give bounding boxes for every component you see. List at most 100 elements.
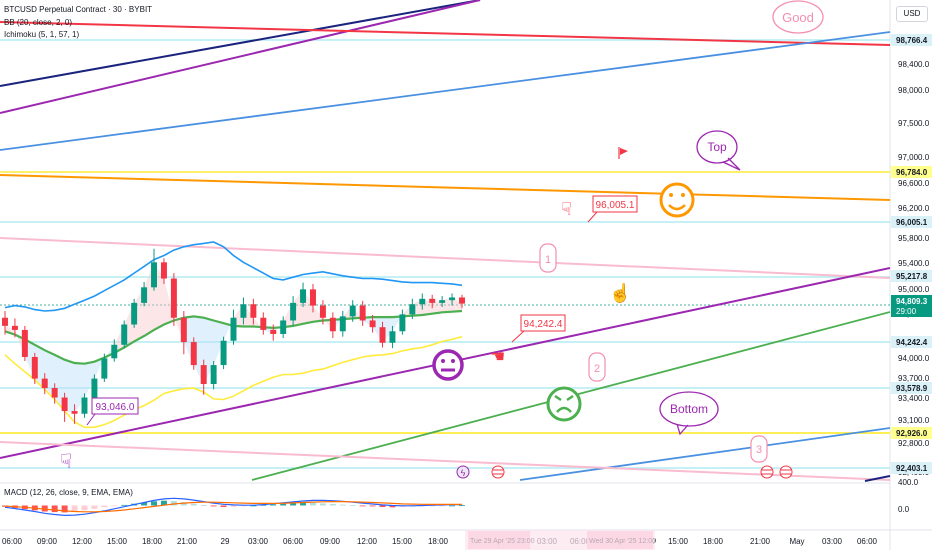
candle-body[interactable] [349,305,356,317]
us-flag-event-icon[interactable] [491,465,505,479]
candle-body[interactable] [429,298,436,303]
candle-body[interactable] [260,317,267,330]
angry-face-icon[interactable] [546,386,582,422]
candle-body[interactable] [31,356,38,379]
candle-body[interactable] [61,397,68,412]
hand-down-purple-icon[interactable]: ☟ [60,451,72,473]
macd-legend[interactable]: MACD (12, 26, close, 9, EMA, EMA) [4,488,133,497]
good-bubble[interactable]: Good [772,0,824,34]
price-badge[interactable] [891,295,932,317]
candle-body[interactable] [339,316,346,332]
candle-body[interactable] [2,317,8,326]
macd-line[interactable] [4,497,462,517]
time-range-highlight[interactable] [465,530,655,550]
flag-icon[interactable] [618,147,628,159]
candle-body[interactable] [449,297,456,301]
candle-body[interactable] [399,314,406,332]
macd-signal-line[interactable] [4,501,462,513]
candle-body[interactable] [220,340,227,366]
wave-label-2[interactable]: 2 [588,352,606,382]
trendline-orange[interactable] [0,174,891,201]
bottom-bubble[interactable]: Bottom [659,391,719,436]
candle-body[interactable] [379,327,386,343]
bb-lower-line[interactable] [4,335,463,429]
price-badge[interactable] [891,462,932,474]
candle-body[interactable] [71,411,78,414]
trendline-red[interactable] [0,21,891,46]
candle-body[interactable] [459,297,465,304]
price-badge[interactable] [891,166,932,178]
price-badge[interactable] [891,216,932,228]
candle-body[interactable] [240,304,247,318]
symbol-legend[interactable]: BTCUSD Perpetual Contract · 30 · BYBIT [4,5,153,14]
candle-body[interactable] [439,300,446,303]
trendline-pink-upper[interactable] [0,237,891,279]
price-badge[interactable] [891,270,932,282]
hand-up-icon[interactable]: ☝ [609,282,631,304]
candle-body[interactable] [300,289,307,303]
hand-down-icon[interactable]: ☟ [561,199,572,219]
price-badge[interactable] [891,34,932,46]
candle-body[interactable] [309,289,316,306]
price-axis[interactable]: 98,400.0 98,000.0 97,500.0 97,000.0 96,600.0… [891,34,932,514]
candle-body[interactable] [141,287,148,303]
candle-body[interactable] [11,325,18,330]
neutral-face-icon[interactable] [432,349,464,381]
us-flag-event-icon[interactable] [779,465,793,479]
lightning-event-icon[interactable]: ϟ [456,465,470,479]
top-bubble[interactable]: Top [696,130,741,171]
trendline-navy[interactable] [0,0,481,87]
currency-label[interactable]: USD [896,6,928,22]
bb-upper-line[interactable] [4,241,463,312]
candle-body[interactable] [180,317,187,343]
ichimoku-legend[interactable]: Ichimoku (5, 1, 57, 1) [4,30,80,39]
hand-point-icon[interactable]: ☚ [490,347,505,366]
candle-body[interactable] [81,397,88,414]
trendline-navy-stub[interactable] [864,475,891,482]
candle-body[interactable] [389,331,396,343]
candle-body[interactable] [131,302,138,325]
candle-body[interactable] [409,304,416,315]
horizontal-levels[interactable] [0,39,890,469]
candle-body[interactable] [359,305,366,321]
bb-legend[interactable]: BB (20, close, 2, 0) [4,18,73,27]
us-flag-event-icon[interactable] [760,465,774,479]
candle-body[interactable] [190,342,197,366]
annotations[interactable]: Good Top Bottom 1 2 3 [60,0,824,479]
candle-body[interactable] [111,344,118,359]
candle-body[interactable] [329,317,336,332]
candle-body[interactable] [210,365,217,384]
price-badge[interactable] [891,336,932,348]
candle-body[interactable] [200,365,207,384]
trendline-pink-lower[interactable] [0,441,891,481]
candle-body[interactable] [170,278,177,318]
candle-body[interactable] [280,320,287,334]
candle-body[interactable] [270,329,277,334]
candle-body[interactable] [230,317,237,341]
callout-93046[interactable]: 93,046.0 [86,397,139,426]
candle-body[interactable] [121,324,128,345]
candle-body[interactable] [151,262,158,288]
price-badge[interactable] [891,427,932,439]
candle-body[interactable] [419,298,426,305]
candle-body[interactable] [290,302,297,321]
callout-96005[interactable]: 96,005.1 [587,195,638,223]
candle-body[interactable] [160,262,167,279]
trendline-blue-upper[interactable] [0,31,891,151]
candle-body[interactable] [101,358,108,379]
candle-body[interactable] [369,320,376,328]
candle-body[interactable] [91,378,98,398]
candle-body[interactable] [250,304,257,318]
trendline-purple-upper[interactable] [0,0,481,114]
wave-label-1[interactable]: 1 [539,243,557,273]
happy-face-icon[interactable] [659,182,695,218]
trendline-blue-lower[interactable] [519,427,891,481]
callout-94242[interactable]: 94,242.4 [511,314,566,343]
candle-body[interactable] [319,305,326,318]
candle-body[interactable] [41,378,48,389]
candle-body[interactable] [51,388,58,398]
candle-body[interactable] [21,329,28,357]
price-badge[interactable] [891,382,932,394]
wave-label-3[interactable]: 3 [750,435,768,463]
